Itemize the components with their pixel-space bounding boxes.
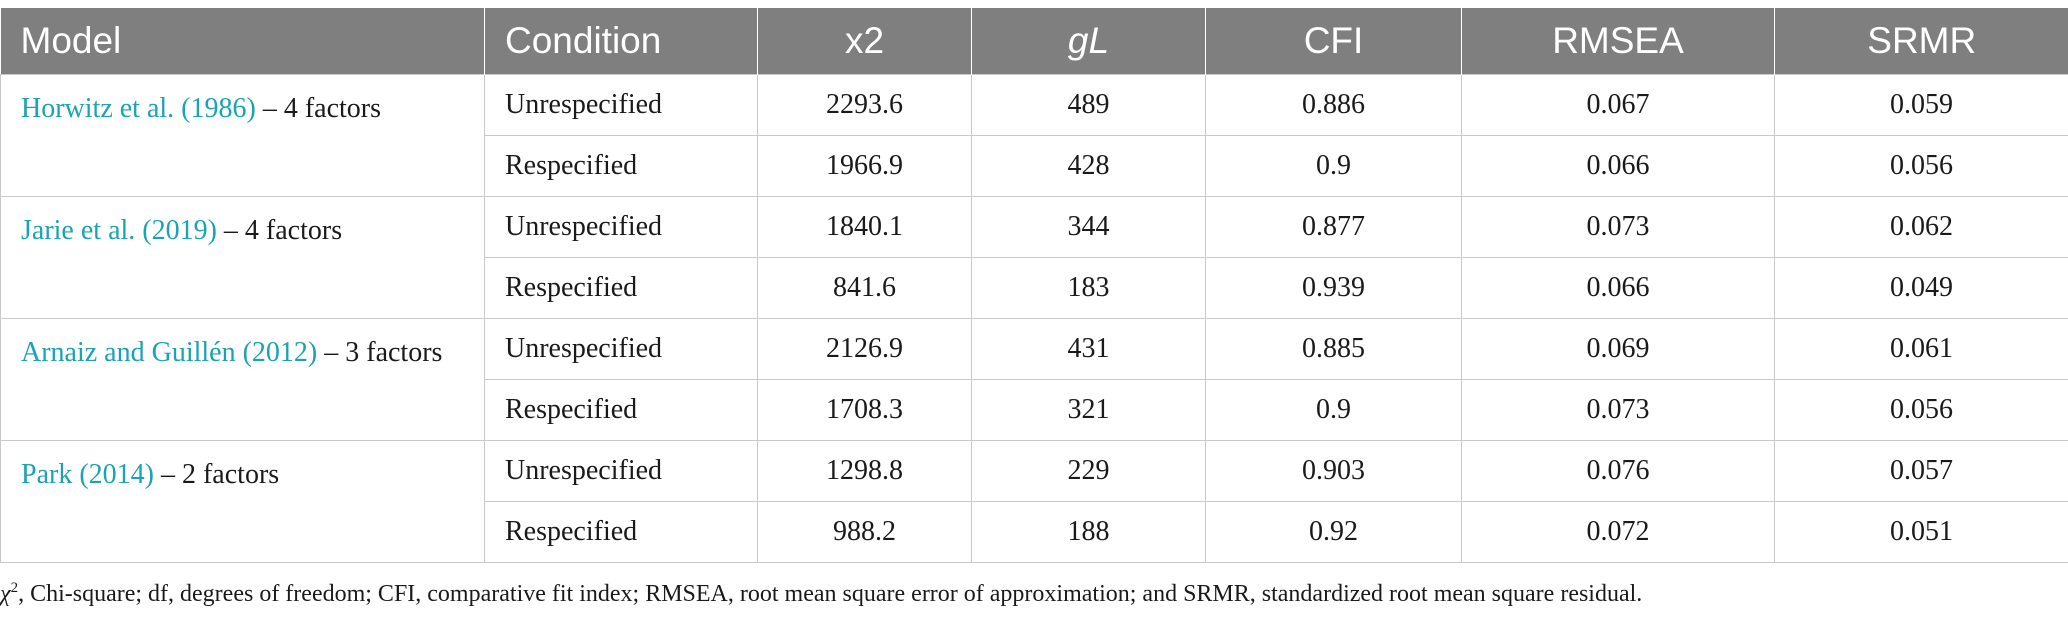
- rmsea-cell: 0.066: [1461, 257, 1775, 319]
- chi-symbol: χ: [0, 581, 11, 607]
- model-citation-link[interactable]: Park (2014): [21, 459, 154, 490]
- rmsea-cell: 0.069: [1461, 318, 1775, 380]
- srmr-cell: 0.049: [1774, 257, 2068, 319]
- table-footnote: χ2, Chi-square; df, degrees of freedom; …: [0, 580, 2068, 608]
- table-row: Respecified 841.6 183 0.939 0.066 0.049: [1, 257, 2068, 319]
- chi-superscript: 2: [10, 580, 19, 596]
- cfi-cell: 0.9: [1205, 135, 1462, 197]
- x2-cell: 1708.3: [757, 379, 972, 441]
- model-cell: Horwitz et al. (1986) – 4 factors: [0, 74, 485, 197]
- cfi-cell: 0.92: [1205, 501, 1462, 563]
- table-row: Jarie et al. (2019) – 4 factors Unrespeci…: [0, 196, 2068, 319]
- table-row: Horwitz et al. (1986) – 4 factors Unrespe…: [0, 74, 2068, 197]
- model-cell: Park (2014) – 2 factors: [0, 440, 485, 563]
- header-x2: x2: [757, 8, 972, 75]
- model-citation-link[interactable]: Arnaiz and Guillén (2012): [21, 337, 318, 368]
- condition-cell: Respecified: [484, 379, 758, 441]
- model-citation-link[interactable]: Jarie et al. (2019): [21, 215, 217, 246]
- header-condition: Condition: [484, 8, 758, 75]
- header-cfi: CFI: [1205, 8, 1462, 75]
- x2-cell: 988.2: [757, 501, 972, 563]
- srmr-cell: 0.051: [1774, 501, 2068, 563]
- condition-cell: Respecified: [484, 135, 758, 197]
- srmr-cell: 0.057: [1774, 440, 2068, 502]
- srmr-cell: 0.056: [1774, 135, 2068, 197]
- model-factors-label: – 4 factors: [216, 215, 343, 246]
- header-row: Model Condition x2 gL CFI RMSEA SRMR: [0, 8, 2068, 75]
- rmsea-cell: 0.076: [1461, 440, 1775, 502]
- gl-cell: 229: [971, 440, 1206, 502]
- cfi-cell: 0.939: [1205, 257, 1462, 319]
- srmr-cell: 0.059: [1774, 74, 2068, 136]
- x2-cell: 841.6: [757, 257, 972, 319]
- x2-cell: 2293.6: [757, 74, 972, 136]
- cfi-cell: 0.877: [1205, 196, 1462, 258]
- x2-cell: 1966.9: [757, 135, 972, 197]
- condition-cell: Respecified: [484, 257, 758, 319]
- table-row: Respecified 988.2 188 0.92 0.072 0.051: [1, 501, 2068, 563]
- header-gl-label: gL: [1067, 20, 1110, 61]
- condition-cell: Unrespecified: [484, 196, 758, 258]
- srmr-cell: 0.061: [1774, 318, 2068, 380]
- cfi-cell: 0.903: [1205, 440, 1462, 502]
- table-row: Arnaiz and Guillén (2012) – 3 factors Unr…: [0, 318, 2068, 441]
- fit-indices-table: Model Condition x2 gL CFI RMSEA SRMR Hor…: [0, 8, 2068, 563]
- header-srmr: SRMR: [1774, 8, 2068, 75]
- gl-cell: 428: [971, 135, 1206, 197]
- gl-cell: 321: [971, 379, 1206, 441]
- header-rmsea: RMSEA: [1461, 8, 1775, 75]
- model-factors-label: – 4 factors: [255, 93, 382, 124]
- x2-cell: 1840.1: [757, 196, 972, 258]
- table-body: Horwitz et al. (1986) – 4 factors Unrespe…: [0, 74, 2068, 563]
- gl-cell: 431: [971, 318, 1206, 380]
- srmr-cell: 0.062: [1774, 196, 2068, 258]
- footnote-text: , Chi-square; df, degrees of freedom; CF…: [18, 581, 1643, 607]
- model-factors-label: – 2 factors: [153, 459, 280, 490]
- table-row: Respecified 1708.3 321 0.9 0.073 0.056: [1, 379, 2068, 441]
- condition-cell: Unrespecified: [484, 318, 758, 380]
- header-model: Model: [0, 8, 485, 75]
- header-gl: gL: [971, 8, 1206, 75]
- rmsea-cell: 0.073: [1461, 379, 1775, 441]
- model-citation-link[interactable]: Horwitz et al. (1986): [21, 93, 256, 124]
- model-cell: Jarie et al. (2019) – 4 factors: [0, 196, 485, 319]
- rmsea-cell: 0.072: [1461, 501, 1775, 563]
- cfi-cell: 0.9: [1205, 379, 1462, 441]
- fit-indices-table-wrapper: Model Condition x2 gL CFI RMSEA SRMR Hor…: [0, 8, 2068, 563]
- rmsea-cell: 0.066: [1461, 135, 1775, 197]
- gl-cell: 188: [971, 501, 1206, 563]
- x2-cell: 1298.8: [757, 440, 972, 502]
- model-cell: Arnaiz and Guillén (2012) – 3 factors: [0, 318, 485, 441]
- rmsea-cell: 0.067: [1461, 74, 1775, 136]
- condition-cell: Unrespecified: [484, 74, 758, 136]
- cfi-cell: 0.885: [1205, 318, 1462, 380]
- x2-cell: 2126.9: [757, 318, 972, 380]
- condition-cell: Respecified: [484, 501, 758, 563]
- model-factors-label: – 3 factors: [317, 337, 443, 368]
- gl-cell: 489: [971, 74, 1206, 136]
- table-row: Park (2014) – 2 factors Unrespecified 1298…: [0, 440, 2068, 563]
- condition-cell: Unrespecified: [484, 440, 758, 502]
- cfi-cell: 0.886: [1205, 74, 1462, 136]
- gl-cell: 183: [971, 257, 1206, 319]
- rmsea-cell: 0.073: [1461, 196, 1775, 258]
- srmr-cell: 0.056: [1774, 379, 2068, 441]
- gl-cell: 344: [971, 196, 1206, 258]
